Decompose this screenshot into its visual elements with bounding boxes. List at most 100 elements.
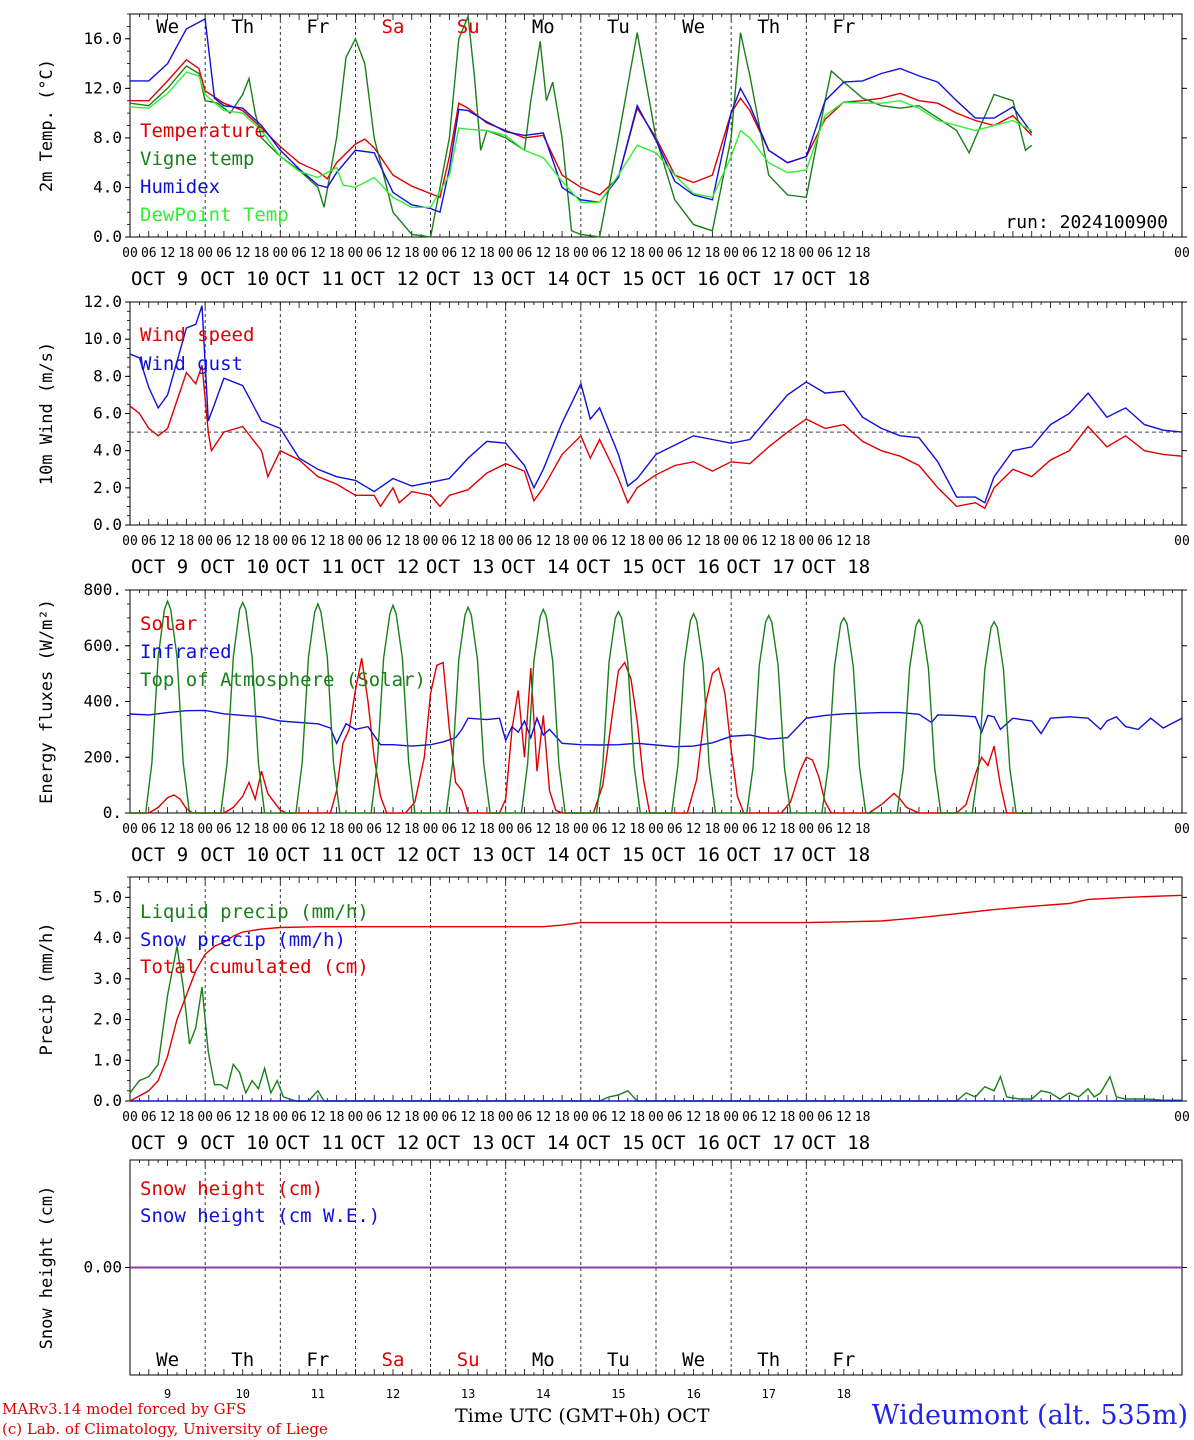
date-label: OCT 17: [726, 844, 795, 866]
panel-4: 0.0 1.0 2.0 3.0 4.0 5.0 Precip (mm/h) Liquid pr…: [37, 876, 1190, 1154]
hour-label: 12: [761, 534, 777, 549]
legend-entry: DewPoint Temp: [140, 204, 289, 226]
y-tick-label: 0.0: [93, 227, 122, 246]
weekday-label: We: [156, 16, 179, 38]
hour-label: 00: [122, 1110, 138, 1125]
hour-label: 12: [235, 246, 251, 261]
weekday-label: Tu: [607, 16, 630, 38]
hour-label: 00: [573, 534, 589, 549]
date-label: OCT 13: [426, 844, 495, 866]
date-label: OCT 13: [426, 268, 495, 290]
hour-label: 06: [216, 822, 232, 837]
weekday-label: Sa: [382, 1349, 405, 1371]
hour-label: 06: [742, 1110, 758, 1125]
hour-label: 06: [442, 534, 458, 549]
hour-label: 12: [686, 1110, 702, 1125]
hour-label: 00: [1174, 1110, 1190, 1125]
station-name: Wideumont (alt. 535m): [871, 1400, 1188, 1431]
date-label: OCT 17: [726, 268, 795, 290]
hour-label: 18: [329, 246, 345, 261]
hour-label: 18: [404, 246, 420, 261]
hour-label: 00: [798, 534, 814, 549]
date-label: OCT 18: [802, 556, 871, 578]
y-tick-label: 12.0: [83, 78, 122, 97]
hour-label: 12: [761, 822, 777, 837]
date-label: OCT 9: [131, 1132, 188, 1154]
weekday-label: Mo: [532, 16, 555, 38]
hour-label: 00: [1174, 246, 1190, 261]
date-label: OCT 15: [576, 268, 645, 290]
hour-label: 00: [1174, 534, 1190, 549]
legend-entry: Wind speed: [140, 324, 254, 346]
hour-label: 00: [573, 1110, 589, 1125]
hour-label: 00: [122, 534, 138, 549]
date-label: OCT 15: [576, 556, 645, 578]
hour-label: 18: [404, 534, 420, 549]
hour-label: 00: [648, 822, 664, 837]
hour-label: 00: [423, 822, 439, 837]
date-label: OCT 10: [200, 556, 269, 578]
hour-label: 18: [629, 1110, 645, 1125]
hour-label: 12: [836, 822, 852, 837]
hour-label: 18: [479, 822, 495, 837]
hour-label: 12: [460, 822, 476, 837]
hour-label: 18: [855, 534, 871, 549]
hour-label: 12: [611, 246, 627, 261]
date-label: OCT 13: [426, 1132, 495, 1154]
date-label: OCT 16: [651, 268, 720, 290]
y-tick-label: 8.0: [93, 128, 122, 147]
legend-entry: Infrared: [140, 641, 232, 663]
hour-label: 06: [592, 1110, 608, 1125]
y-tick-label: 0.0: [93, 515, 122, 534]
series-line: [129, 16, 1033, 238]
hour-label: 18: [179, 822, 195, 837]
hour-label: 18: [855, 1110, 871, 1125]
day-number-label: 9: [164, 1387, 171, 1401]
lab-credit: (c) Lab. of Climatology, University of L…: [2, 1420, 328, 1438]
series-line: [130, 17, 1033, 214]
y-axis-label: Energy fluxes (W/m²): [37, 599, 57, 804]
hour-label: 18: [554, 534, 570, 549]
panel-frame: [129, 589, 1183, 814]
date-label: OCT 10: [200, 844, 269, 866]
date-label: OCT 10: [200, 1132, 269, 1154]
hour-label: 00: [197, 1110, 213, 1125]
hour-label: 06: [366, 246, 382, 261]
legend-entry: Humidex: [140, 176, 220, 198]
hour-label: 06: [592, 534, 608, 549]
hour-label: 12: [836, 534, 852, 549]
hour-label: 12: [385, 246, 401, 261]
legend-entry: Wind gust: [140, 353, 243, 375]
hour-label: 12: [535, 534, 551, 549]
y-tick-label: 2.0: [93, 478, 122, 497]
hour-label: 00: [197, 534, 213, 549]
hour-label: 12: [761, 1110, 777, 1125]
hour-label: 18: [404, 822, 420, 837]
hour-label: 18: [554, 246, 570, 261]
weekday-label: We: [682, 1349, 705, 1371]
hour-label: 18: [780, 1110, 796, 1125]
panel-1: 0.0 4.0 8.0 12.0 16.0 2m Temp. (°C) Temperatur…: [37, 13, 1190, 290]
hour-label: 18: [179, 534, 195, 549]
hour-label: 12: [535, 246, 551, 261]
date-label: OCT 10: [200, 268, 269, 290]
series-line: [130, 658, 1032, 814]
series-line: [130, 58, 1033, 199]
hour-label: 06: [742, 822, 758, 837]
weekday-label: We: [156, 1349, 179, 1371]
hour-label: 12: [611, 534, 627, 549]
date-label: OCT 9: [131, 268, 188, 290]
hour-label: 12: [686, 246, 702, 261]
legend-entry: Snow height (cm W.E.): [140, 1205, 380, 1227]
run-annotation: run: 2024100900: [1005, 212, 1168, 233]
series-line: [129, 305, 1183, 504]
series-line: [129, 894, 1183, 1102]
hour-label: 18: [705, 246, 721, 261]
date-label: OCT 16: [651, 844, 720, 866]
y-tick-label: 6.0: [93, 404, 122, 423]
date-label: OCT 16: [651, 556, 720, 578]
weekday-label: Sa: [382, 16, 405, 38]
y-tick-label: 4.0: [93, 441, 122, 460]
day-number-label: 14: [536, 1387, 550, 1401]
